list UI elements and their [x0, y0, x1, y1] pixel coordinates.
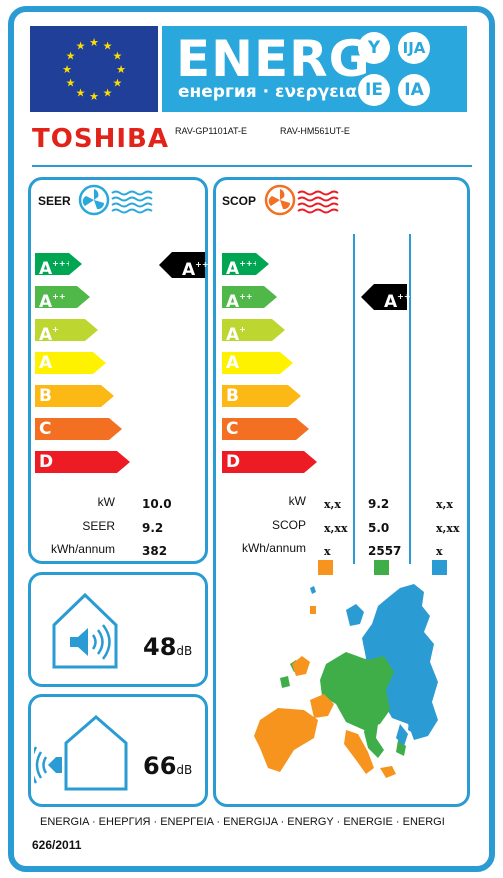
cooling-seer-value: 9.2	[142, 521, 164, 535]
heating-label-kwh: kWh/annum	[241, 541, 306, 555]
heating-class-bar: D	[222, 451, 317, 473]
outdoor-speaker-icon	[34, 715, 128, 791]
cooling-label-kwh: kWh/annum	[50, 542, 115, 556]
header-divider	[32, 165, 472, 167]
eu-star-icon: ★	[66, 51, 76, 63]
heating-label-scop: SCOP	[271, 518, 306, 532]
suffix-ia: IA	[398, 74, 430, 106]
eu-star-icon: ★	[66, 78, 76, 90]
model-indoor: RAV-GP1101AT-E	[175, 126, 248, 136]
cooling-class-bar: A+	[35, 319, 98, 345]
climate-divider-1	[353, 234, 355, 564]
heating-colder-scop: x,xx	[324, 522, 348, 535]
heating-colder-kwh: x	[324, 545, 331, 558]
heating-class-bar: A+++	[222, 253, 269, 279]
heating-warmer-kw: x,x	[436, 498, 453, 511]
cooling-class-bar: C	[35, 418, 122, 440]
heating-average-kw: 9.2	[368, 497, 390, 511]
suffix-ie: IE	[358, 74, 390, 106]
heating-class-bar: B	[222, 385, 301, 407]
indoor-noise-value: 48dB	[143, 633, 193, 661]
eu-star-icon: ★	[62, 64, 72, 76]
heating-class-bar: C	[222, 418, 309, 440]
eu-star-icon: ★	[112, 51, 122, 63]
languages-line: ENERGIA · ЕНЕРГИЯ · ΕΝΕΡΓΕΙΑ · ENERGIJA …	[40, 816, 445, 828]
heating-warmer-scop: x,xx	[436, 522, 460, 535]
heating-colder-kw: x,x	[324, 498, 341, 511]
outdoor-noise-panel	[28, 694, 208, 807]
cooling-class-bar: A+++	[35, 253, 82, 279]
eu-star-icon: ★	[116, 64, 126, 76]
cooling-rating-arrow: A+++	[159, 252, 215, 280]
heating-label-kw: kW	[288, 494, 306, 508]
climate-warmer-swatch	[432, 560, 447, 575]
seer-title: SEER	[38, 194, 71, 208]
eu-star-icon: ★	[76, 87, 86, 99]
outdoor-noise-value: 66dB	[143, 752, 193, 780]
climate-colder-swatch	[318, 560, 333, 575]
climate-average-swatch	[374, 560, 389, 575]
heating-average-scop: 5.0	[368, 521, 390, 535]
eu-star-icon: ★	[76, 41, 86, 53]
eu-flag-icon: ★ ★ ★ ★ ★ ★ ★ ★ ★ ★ ★ ★	[30, 26, 158, 112]
heating-rating-arrow: A++	[361, 284, 411, 312]
cooling-kw-value: 10.0	[142, 497, 172, 511]
cooling-label-kw: kW	[97, 495, 115, 509]
indoor-speaker-icon	[52, 592, 118, 669]
heating-warmer-kwh: x	[436, 545, 443, 558]
cooling-class-bar: A++	[35, 286, 90, 312]
europe-climate-map	[254, 584, 438, 778]
energ-subtitle: енергия · ενεργεια	[178, 82, 357, 102]
suffix-ija: IJA	[398, 32, 430, 64]
heating-class-bar: A+	[222, 319, 285, 345]
eu-star-icon: ★	[103, 87, 113, 99]
cooling-label-seer: SEER	[82, 519, 115, 533]
fan-heating-icon	[264, 184, 339, 216]
regulation-number: 626/2011	[32, 838, 82, 852]
climate-divider-2	[409, 234, 411, 564]
heating-average-kwh: 2557	[368, 544, 402, 558]
fan-cooling-icon	[78, 184, 153, 216]
cooling-class-bar: D	[35, 451, 130, 473]
cooling-class-bar: B	[35, 385, 114, 407]
suffix-y: Y	[358, 32, 390, 64]
model-outdoor: RAV-HM561UT-E	[280, 126, 350, 136]
eu-star-icon: ★	[103, 41, 113, 53]
heating-class-bar: A	[222, 352, 293, 374]
label-frame	[8, 6, 495, 872]
brand-name: TOSHIBA	[32, 124, 169, 154]
cooling-class-bar: A	[35, 352, 106, 374]
eu-star-icon: ★	[112, 78, 122, 90]
scop-title: SCOP	[222, 194, 257, 208]
eu-star-icon: ★	[89, 37, 99, 49]
cooling-kwh-value: 382	[142, 544, 168, 558]
eu-star-icon: ★	[89, 91, 99, 103]
heating-class-bar: A++	[222, 286, 277, 312]
energ-title: ENERG	[176, 30, 371, 88]
